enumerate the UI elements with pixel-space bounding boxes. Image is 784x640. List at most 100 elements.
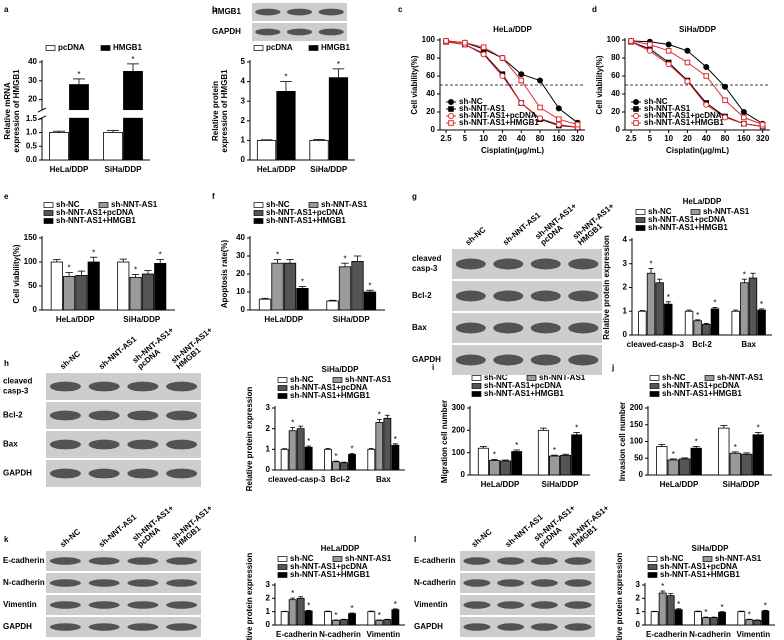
legend-marker xyxy=(448,113,454,119)
lane-label: sh-NC xyxy=(464,225,488,247)
bar xyxy=(679,458,691,476)
significance-label: * xyxy=(553,446,556,455)
y-tick-label: 30 xyxy=(28,76,37,85)
legend-label: sh-NNT-AS1+HMGB1 xyxy=(662,389,742,398)
bar xyxy=(748,277,758,336)
panel-letter: k xyxy=(4,535,9,544)
significance-label: * xyxy=(350,604,353,613)
marker xyxy=(499,73,506,79)
legend-label: sh-NNT-AS1+HMGB1 xyxy=(644,118,724,127)
blot-band xyxy=(49,579,81,587)
bar xyxy=(304,610,313,626)
axis-break xyxy=(38,110,150,118)
blot-row-label: E-cadherin xyxy=(414,556,455,565)
y-tick-label: 3 xyxy=(266,580,271,589)
blot-row xyxy=(46,573,201,593)
y-tick-label: 20 xyxy=(28,95,37,104)
y-tick-label: 0 xyxy=(266,620,271,629)
legend-label: sh-NNT-AS1+pcDNA xyxy=(660,562,738,571)
marker xyxy=(537,115,544,122)
y-tick-label: 0 xyxy=(241,305,246,314)
significance-label: * xyxy=(284,73,287,82)
legend-swatch xyxy=(277,556,288,562)
panel-letter: b xyxy=(212,5,217,14)
x-tick-label: Bax xyxy=(741,340,756,349)
x-tick-label: N-cadherin xyxy=(689,630,731,639)
bar xyxy=(757,309,766,336)
chart-title: SiHa/DDP xyxy=(679,25,717,34)
blot-band xyxy=(530,258,561,270)
bar xyxy=(332,461,340,471)
legend-swatch xyxy=(277,564,288,570)
bar xyxy=(348,613,356,626)
significance-label: * xyxy=(334,611,337,620)
bar xyxy=(690,447,702,476)
legend-swatch xyxy=(100,45,111,51)
legend-label: sh-NNT-AS1+HMGB1 xyxy=(660,570,740,579)
legend-label: sh-NC xyxy=(484,373,508,382)
blot-band xyxy=(127,468,159,479)
lane-label: sh-NNT-AS1+HMGB1 xyxy=(169,503,214,549)
x-tick-label: E-cadherin xyxy=(646,630,687,639)
marker xyxy=(462,39,468,46)
legend-swatch xyxy=(647,556,658,562)
blot-band xyxy=(127,439,159,450)
y-tick-label: 60 xyxy=(426,71,435,80)
blot-row-label: casp-3 xyxy=(412,264,438,273)
y-axis-label: Migration cell number xyxy=(440,400,449,483)
y-axis-label: Relative protein xyxy=(211,81,220,141)
blot-band xyxy=(463,579,491,587)
blot-band xyxy=(88,623,120,631)
bar xyxy=(718,611,726,626)
blot-band xyxy=(49,410,81,421)
legend-label: sh-NNT-AS1+pcDNA xyxy=(56,208,134,217)
axis-break-mark xyxy=(37,115,47,121)
x-tick-label: SiHa/DDP xyxy=(123,315,161,324)
legend-swatch xyxy=(471,391,482,397)
legend-swatch xyxy=(635,209,646,215)
legend-label: sh-NNT-AS1 xyxy=(703,207,750,216)
marker xyxy=(480,51,487,58)
bar xyxy=(348,454,356,471)
blot-row xyxy=(46,551,201,571)
legend-label: sh-NNT-AS1+pcDNA xyxy=(648,215,726,224)
y-tick-label: 3 xyxy=(636,580,641,589)
y-tick-label: 0 xyxy=(623,330,628,339)
legend-label: sh-NNT-AS1+pcDNA xyxy=(290,562,368,571)
bar xyxy=(271,262,284,311)
x-tick-label: 320 xyxy=(571,134,585,143)
y-tick-label: 80 xyxy=(426,53,435,62)
y-tick-label: 50 xyxy=(634,453,643,462)
marker xyxy=(703,73,710,79)
bar xyxy=(702,323,711,336)
x-tick-label: 10 xyxy=(479,134,488,143)
legend-label: sh-NNT-AS1+HMGB1 xyxy=(56,216,136,225)
x-tick-label: 160 xyxy=(737,134,751,143)
x-tick-label: E-cadherin xyxy=(276,630,317,639)
legend-swatch xyxy=(43,202,54,208)
bar xyxy=(296,287,309,311)
significance-label: * xyxy=(575,424,578,433)
blot-band xyxy=(530,579,558,587)
bar xyxy=(280,611,289,626)
legend-label: sh-NC xyxy=(290,554,314,563)
lane-label-line: sh-NNT-AS1 xyxy=(97,334,139,371)
y-tick-label: 150 xyxy=(24,233,38,242)
lane-label-line: sh-NNT-AS1 xyxy=(97,512,139,549)
y-axis-label: Relative protein expression xyxy=(245,553,254,640)
bar xyxy=(537,429,549,476)
blot-row-label: GAPDH xyxy=(212,27,241,36)
bar xyxy=(638,310,647,336)
legend-label: sh-NNT-AS1+pcDNA xyxy=(459,111,537,120)
blot-band xyxy=(166,557,198,565)
y-tick-label: 2 xyxy=(623,283,628,292)
y-tick-label: 40 xyxy=(236,233,245,242)
x-tick-label: 10 xyxy=(664,134,673,143)
significance-label: * xyxy=(760,300,763,309)
x-tick-label: 160 xyxy=(552,134,566,143)
bar xyxy=(655,282,664,336)
blot-row xyxy=(460,595,595,615)
significance-label: * xyxy=(695,438,698,447)
bar xyxy=(103,132,123,161)
